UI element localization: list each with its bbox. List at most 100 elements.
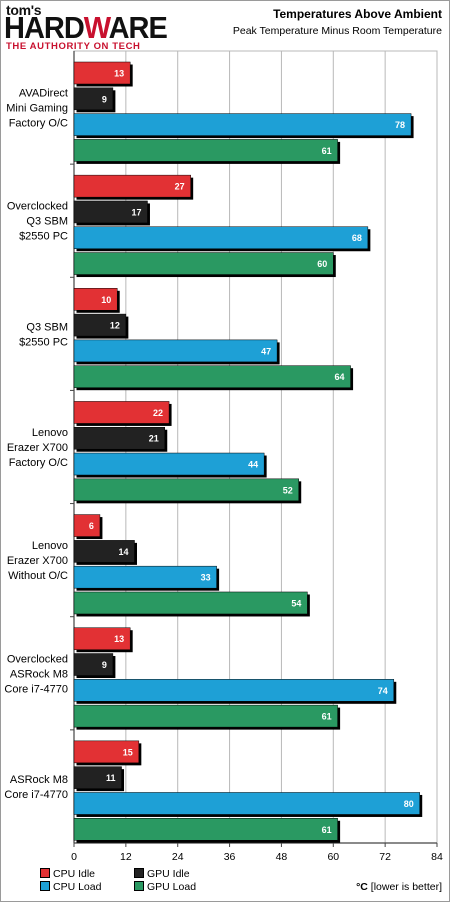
- legend-label-cpu-load: CPU Load: [53, 881, 102, 893]
- x-tick-label: 12: [120, 851, 132, 863]
- y-category-label: Core i7-4770: [4, 789, 68, 801]
- bar-value-label: 78: [395, 120, 405, 130]
- bar-value-label: 27: [175, 182, 185, 192]
- legend-label-cpu-idle: CPU Idle: [53, 868, 96, 880]
- legend-label-gpu-load: GPU Load: [147, 881, 197, 893]
- bar-value-label: 33: [201, 573, 211, 583]
- bar-value-label: 61: [322, 825, 332, 835]
- chart-title: Temperatures Above Ambient: [273, 7, 442, 21]
- bar: [73, 565, 217, 589]
- bar: [73, 426, 165, 450]
- x-tick-label: 48: [276, 851, 288, 863]
- bar-value-label: 22: [153, 408, 163, 418]
- y-category-label: Factory O/C: [9, 457, 68, 469]
- bar: [73, 452, 265, 476]
- legend-swatch-gpu-load: [134, 881, 144, 892]
- chart-subtitle: Peak Temperature Minus Room Temperature: [232, 25, 442, 37]
- bar: [73, 288, 118, 311]
- y-category-label: Q3 SBM: [26, 321, 68, 333]
- bar-value-label: 17: [131, 207, 141, 217]
- bar-value-label: 74: [378, 686, 388, 696]
- legend-item-gpu-idle: GPU Idle: [134, 868, 190, 880]
- bar-value-label: 12: [110, 321, 120, 331]
- bar: [73, 653, 114, 676]
- bar-value-label: 64: [335, 372, 345, 382]
- y-category-label: Erazer X700: [7, 555, 68, 567]
- bar-value-label: 9: [102, 660, 107, 670]
- bar: [73, 200, 148, 224]
- bar-value-label: 54: [291, 598, 301, 608]
- bar: [73, 540, 135, 563]
- y-category-label: Lenovo: [32, 540, 68, 552]
- y-category-label: AVADirect: [19, 88, 68, 100]
- bar: [73, 514, 101, 537]
- y-category-label: $2550 PC: [19, 231, 68, 243]
- y-category-label: ASRock M8: [10, 774, 68, 786]
- y-category-label: Without O/C: [8, 570, 68, 582]
- y-category-label: Core i7-4770: [4, 683, 68, 695]
- bar: [73, 252, 334, 275]
- logo-tagline: THE AUTHORITY ON TECH: [6, 41, 141, 52]
- x-tick-label: 84: [431, 851, 443, 863]
- logo-hardware-post: ARE: [108, 12, 168, 46]
- legend-item-cpu-load: CPU Load: [40, 881, 101, 893]
- bar: [73, 740, 140, 764]
- y-category-label: Overclocked: [7, 653, 68, 665]
- bar-value-label: 47: [261, 346, 271, 356]
- legend-swatch-cpu-idle: [40, 868, 50, 879]
- bar-value-label: 44: [248, 460, 258, 470]
- bar-value-label: 68: [352, 233, 362, 243]
- x-tick-label: 36: [224, 851, 236, 863]
- bar: [73, 139, 338, 162]
- bar-value-label: 80: [404, 799, 414, 809]
- y-category-label: Factory O/C: [9, 118, 68, 130]
- x-tick-label: 24: [172, 851, 184, 863]
- y-category-label: ASRock M8: [10, 668, 68, 680]
- bar: [73, 313, 127, 337]
- bar-value-label: 61: [322, 146, 332, 156]
- y-category-label: Overclocked: [7, 201, 68, 213]
- bar: [73, 792, 420, 815]
- y-category-label: Mini Gaming: [6, 103, 68, 115]
- y-category-label: Q3 SBM: [26, 216, 68, 228]
- unit-symbol: °C: [356, 881, 368, 893]
- bar-value-label: 13: [114, 634, 124, 644]
- bar-value-label: 14: [118, 547, 128, 557]
- bar: [73, 679, 395, 702]
- x-tick-label: 0: [71, 851, 77, 863]
- bar-value-label: 21: [149, 434, 159, 444]
- y-category-label: $2550 PC: [19, 336, 68, 348]
- y-category-label: Erazer X700: [7, 442, 68, 454]
- bar-value-label: 10: [101, 295, 111, 305]
- legend-swatch-cpu-load: [40, 881, 50, 892]
- logo-hardware-text: HARDWARE: [4, 12, 168, 47]
- bar-value-label: 13: [114, 69, 124, 79]
- bar-value-label: 9: [102, 94, 107, 104]
- bar: [73, 87, 114, 111]
- bar-value-label: 60: [317, 259, 327, 269]
- bar: [73, 766, 122, 789]
- bar: [73, 478, 299, 502]
- bar-value-label: 15: [123, 747, 133, 757]
- bar-value-label: 6: [89, 521, 94, 531]
- x-tick-label: 72: [379, 851, 391, 863]
- bar-value-label: 11: [106, 773, 116, 783]
- bar-value-label: 61: [322, 712, 332, 722]
- bar: [73, 113, 412, 136]
- logo-toms-text: tom's: [6, 2, 42, 18]
- bar: [73, 174, 191, 198]
- logo-hardware-pre: HARD: [4, 12, 85, 46]
- bar: [73, 401, 170, 424]
- legend-item-gpu-load: GPU Load: [134, 881, 196, 893]
- unit-note: °C [lower is better]: [356, 881, 442, 893]
- bar: [73, 61, 131, 85]
- legend-label-gpu-idle: GPU Idle: [147, 868, 190, 880]
- y-category-label: Lenovo: [32, 427, 68, 439]
- bar-value-label: 52: [283, 485, 293, 495]
- bar: [73, 818, 338, 841]
- bar: [73, 226, 369, 249]
- bar: [73, 339, 278, 363]
- legend-item-cpu-idle: CPU Idle: [40, 868, 95, 880]
- toms-hardware-logo: tom's HARDWARE THE AUTHORITY ON TECH: [4, 2, 168, 54]
